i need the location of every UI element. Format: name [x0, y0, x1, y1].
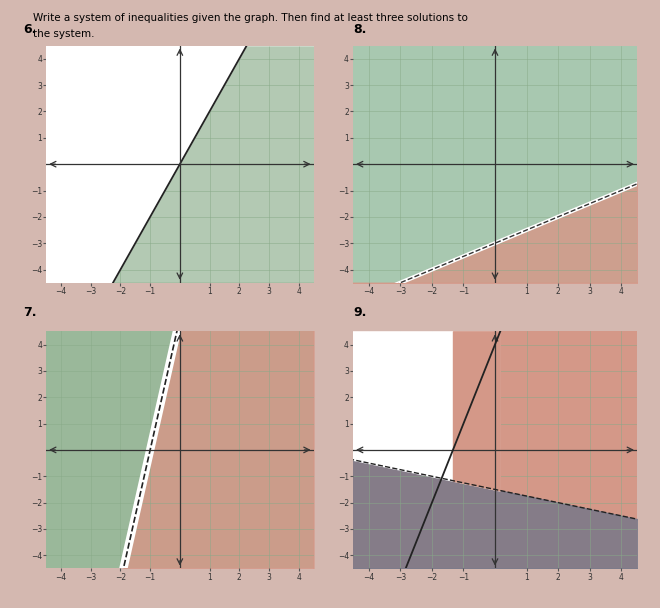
Text: Write a system of inequalities given the graph. Then find at least three solutio: Write a system of inequalities given the… — [33, 13, 468, 23]
Text: the system.: the system. — [33, 29, 94, 39]
Text: 6.: 6. — [23, 24, 36, 36]
Text: 8.: 8. — [353, 24, 366, 36]
Text: 7.: 7. — [23, 306, 36, 319]
Text: 9.: 9. — [353, 306, 366, 319]
